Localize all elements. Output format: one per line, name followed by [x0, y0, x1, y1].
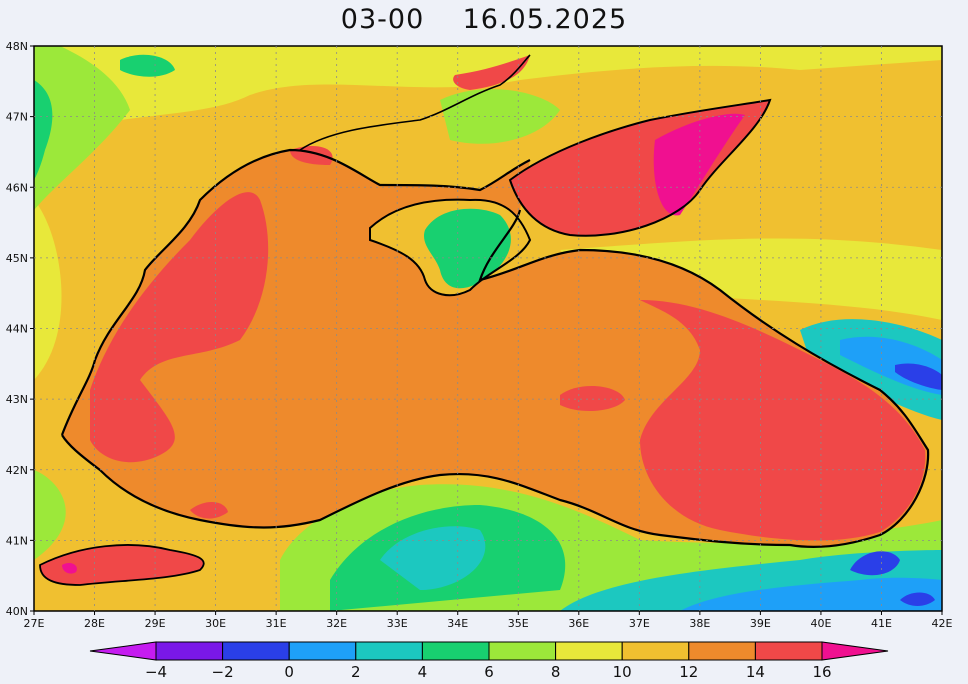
colorbar-label: 2: [351, 663, 361, 681]
colorbar-label: 8: [551, 663, 561, 681]
field-yellow-west: [34, 200, 62, 380]
field-green-north: [440, 89, 560, 144]
title-time: 03-00: [340, 4, 425, 35]
crimea-coastline: [369, 198, 532, 297]
lat-label: 45N: [6, 252, 28, 265]
colorbar-segment: [355, 641, 423, 661]
field-green-blob: [120, 54, 175, 77]
colorbar: −4 −2 0 2 4 6 8 10 12 14 16: [89, 641, 889, 681]
lat-label: 46N: [6, 181, 28, 194]
title-date: 16.05.2025: [462, 4, 628, 35]
colorbar-label: 14: [746, 663, 765, 681]
lat-label: 43N: [6, 393, 28, 406]
sea-warm-center: [560, 385, 625, 412]
dnieper-warm: [453, 55, 530, 90]
colorbar-label: 16: [812, 663, 831, 681]
lon-label: 33E: [387, 617, 408, 630]
field-caucasus-deepblue: [895, 363, 942, 390]
lon-label: 36E: [568, 617, 589, 630]
sea-warm-sw: [190, 501, 228, 519]
lat-label: 47N: [6, 111, 28, 124]
lon-label: 31E: [266, 617, 287, 630]
lon-label: 42E: [932, 617, 953, 630]
colorbar-label: −4: [145, 663, 167, 681]
lat-label: 48N: [6, 40, 28, 53]
field-green-nw: [34, 46, 130, 210]
colorbar-segment: [155, 641, 224, 661]
colorbar-label: 0: [284, 663, 294, 681]
colorbar-arrow-left: [89, 641, 157, 661]
map-field: [34, 46, 942, 611]
colorbar-segment: [621, 641, 690, 661]
marmara-coastline: [39, 544, 205, 586]
field-blue-southeast: [680, 577, 942, 611]
colorbar-label: −2: [212, 663, 234, 681]
marmara-hotspot: [62, 562, 77, 574]
lon-label: 28E: [84, 617, 105, 630]
map-title: 03-00 16.05.2025: [0, 4, 968, 35]
lon-label: 27E: [24, 617, 45, 630]
lon-label: 40E: [810, 617, 831, 630]
lat-label: 44N: [6, 323, 28, 336]
lon-label: 32E: [326, 617, 347, 630]
black-sea-coastline: [60, 148, 930, 549]
axis-ticks: 27E 28E 29E 30E 31E 32E 33E 34E 35E 36E 37E 38E 39E 4…: [6, 40, 953, 630]
lat-label: 41N: [6, 534, 28, 547]
lon-label: 29E: [145, 617, 166, 630]
lon-label: 35E: [508, 617, 529, 630]
field-deepblue-se2: [900, 592, 935, 606]
dnieper-coastline: [299, 54, 531, 151]
field-green-nw2: [34, 80, 53, 180]
lon-label: 39E: [750, 617, 771, 630]
colorbar-label: 12: [679, 663, 698, 681]
marmara-sea: [40, 545, 204, 585]
colorbar-segment: [688, 641, 756, 661]
field-yellow-north: [34, 46, 942, 140]
azov-hotspot: [653, 113, 745, 216]
azov-coastline: [508, 98, 772, 237]
crimea-green: [423, 208, 511, 289]
lon-label: 41E: [871, 617, 892, 630]
field-anatolia-teal: [380, 526, 486, 590]
colorbar-label: 6: [484, 663, 494, 681]
colorbar-segment: [421, 641, 490, 661]
colorbar-segment: [288, 641, 357, 661]
colorbar-segment: [222, 641, 290, 661]
colorbar-segment: [754, 641, 823, 661]
graticule: [34, 46, 942, 611]
colorbar-segment: [555, 641, 623, 661]
lon-label: 37E: [629, 617, 650, 630]
lat-label: 40N: [6, 605, 28, 618]
sea-warm-east: [640, 300, 926, 541]
colorbar-arrow-right: [821, 641, 889, 661]
colorbar-segment: [488, 641, 557, 661]
lon-label: 34E: [447, 617, 468, 630]
field-deepblue-se: [850, 551, 900, 576]
lon-label: 30E: [205, 617, 226, 630]
field-green-sw: [34, 470, 66, 560]
sea-warm-west: [90, 192, 269, 463]
lat-label: 42N: [6, 464, 28, 477]
lon-label: 38E: [689, 617, 710, 630]
colorbar-label: 10: [613, 663, 632, 681]
colorbar-label: 4: [418, 663, 428, 681]
